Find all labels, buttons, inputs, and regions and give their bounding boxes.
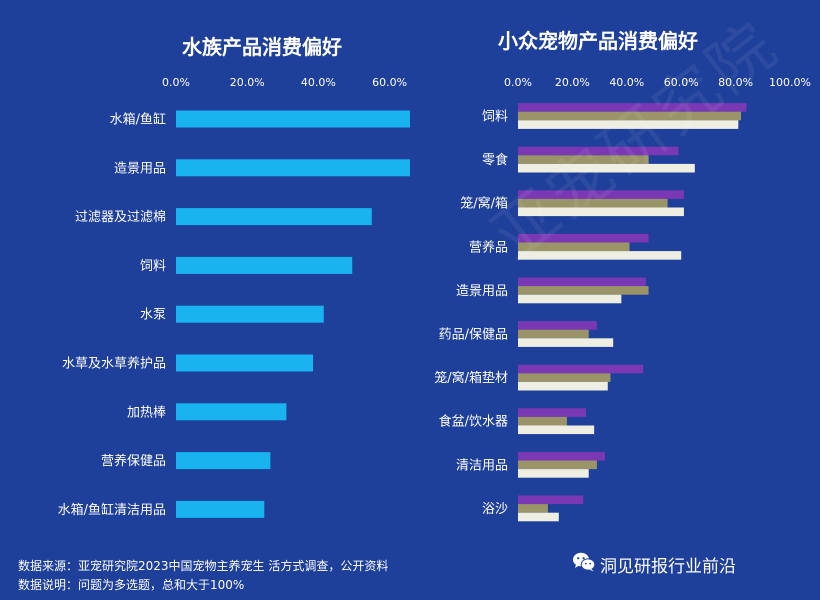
tick-label: 0.0% — [504, 76, 532, 89]
category-label: 笼/窝/箱 — [460, 196, 508, 212]
category-label: 造景用品 — [114, 161, 166, 176]
bar — [518, 155, 649, 164]
tick-label: 20.0% — [555, 76, 590, 89]
category-label: 加热棒 — [127, 405, 166, 420]
bar — [518, 103, 747, 112]
bar — [518, 408, 586, 417]
bar — [518, 251, 682, 260]
bar — [518, 381, 608, 391]
bar — [518, 364, 644, 374]
category-label: 浴沙 — [482, 502, 508, 517]
category-label: 营养保健品 — [101, 453, 166, 469]
wechat-icon — [573, 552, 596, 572]
bar — [518, 163, 695, 173]
bar — [176, 159, 410, 177]
bar — [518, 233, 649, 243]
bar — [176, 403, 287, 421]
chart-title: 水族产品消费偏好 — [182, 35, 342, 59]
bar — [518, 120, 739, 129]
tick-label: 100.0% — [769, 76, 811, 89]
category-label: 过滤器及过滤棉 — [75, 210, 166, 225]
category-label: 清洁用品 — [456, 458, 508, 473]
bar — [518, 469, 589, 478]
bar — [176, 354, 314, 372]
bar — [518, 242, 630, 252]
category-label: 水草及水草养护品 — [62, 356, 166, 372]
bar — [176, 208, 372, 226]
tick-label: 60.0% — [664, 76, 699, 89]
tick-label: 40.0% — [301, 76, 336, 89]
bar — [518, 329, 589, 339]
footer-note: 数据说明：问题为多选题，总和大于100% — [18, 578, 245, 592]
category-label: 笼/窝/箱垫材 — [434, 370, 508, 386]
bar — [518, 512, 559, 522]
watermark-label: 洞见研报行业前沿 — [600, 557, 736, 577]
bar — [176, 110, 410, 128]
category-label: 饲料 — [140, 259, 166, 274]
footer-source: 数据来源：亚宠研究院2023中国宠物主养宠生 活方式调查，公开资料 — [18, 559, 389, 573]
category-label: 水箱/鱼缸清洁用品 — [58, 502, 166, 518]
tick-label: 80.0% — [718, 76, 753, 89]
category-label: 饲料 — [482, 110, 508, 125]
tick-label: 20.0% — [230, 76, 265, 89]
bar — [518, 294, 622, 304]
category-label: 水泵 — [140, 308, 166, 323]
bar — [518, 207, 684, 217]
tick-label: 40.0% — [609, 76, 644, 89]
bar — [518, 373, 611, 382]
bar — [176, 452, 271, 470]
bar — [518, 495, 584, 505]
bar — [518, 504, 548, 513]
category-label: 造景用品 — [456, 284, 508, 299]
category-label: 零食 — [482, 152, 508, 168]
bar — [176, 305, 324, 323]
chart-niche-pets: 小众宠物产品消费偏好 0.0% 20.0% 40.0% 60.0% 80.0% 100.0%… — [434, 29, 811, 522]
bar — [518, 338, 614, 347]
bar — [518, 460, 597, 470]
bar — [518, 146, 679, 156]
bar — [518, 416, 567, 426]
category-label: 营养品 — [469, 239, 508, 255]
bar — [518, 111, 742, 121]
bar — [176, 256, 353, 274]
bar — [518, 425, 595, 435]
bar — [176, 500, 265, 518]
chart-title: 小众宠物产品消费偏好 — [498, 29, 698, 53]
tick-label: 60.0% — [372, 76, 407, 89]
bar — [518, 190, 684, 199]
category-label: 食盆/饮水器 — [439, 414, 508, 430]
bar — [518, 198, 668, 208]
bar — [518, 451, 606, 461]
category-label: 水箱/鱼缸 — [110, 112, 166, 128]
category-label: 药品/保健品 — [439, 328, 508, 343]
bar — [518, 321, 597, 330]
tick-label: 0.0% — [162, 76, 190, 89]
bar — [518, 277, 646, 287]
chart-aquarium: 水族产品消费偏好0.0%20.0%40.0%60.0%80.0%水箱/鱼缸造景用… — [58, 35, 410, 518]
bar — [518, 286, 649, 295]
